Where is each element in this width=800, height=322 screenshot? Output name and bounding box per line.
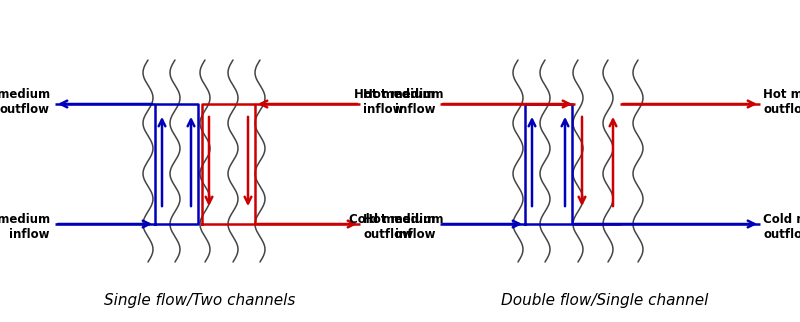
Text: Single flow/Two channels: Single flow/Two channels: [104, 292, 296, 308]
Text: Cold medium
inflow: Cold medium inflow: [349, 213, 435, 241]
Text: Hot medium
inflow: Hot medium inflow: [363, 88, 443, 116]
Text: Hot medium
outflow: Hot medium outflow: [363, 213, 443, 241]
Text: Hot medium
outflow: Hot medium outflow: [763, 88, 800, 116]
Text: Cold medium
outflow: Cold medium outflow: [763, 213, 800, 241]
Text: Double flow/Single channel: Double flow/Single channel: [502, 292, 709, 308]
Text: Hot medium
inflow: Hot medium inflow: [354, 88, 435, 116]
Text: Cold medium
outflow: Cold medium outflow: [0, 88, 50, 116]
Text: Cold medium
inflow: Cold medium inflow: [0, 213, 50, 241]
